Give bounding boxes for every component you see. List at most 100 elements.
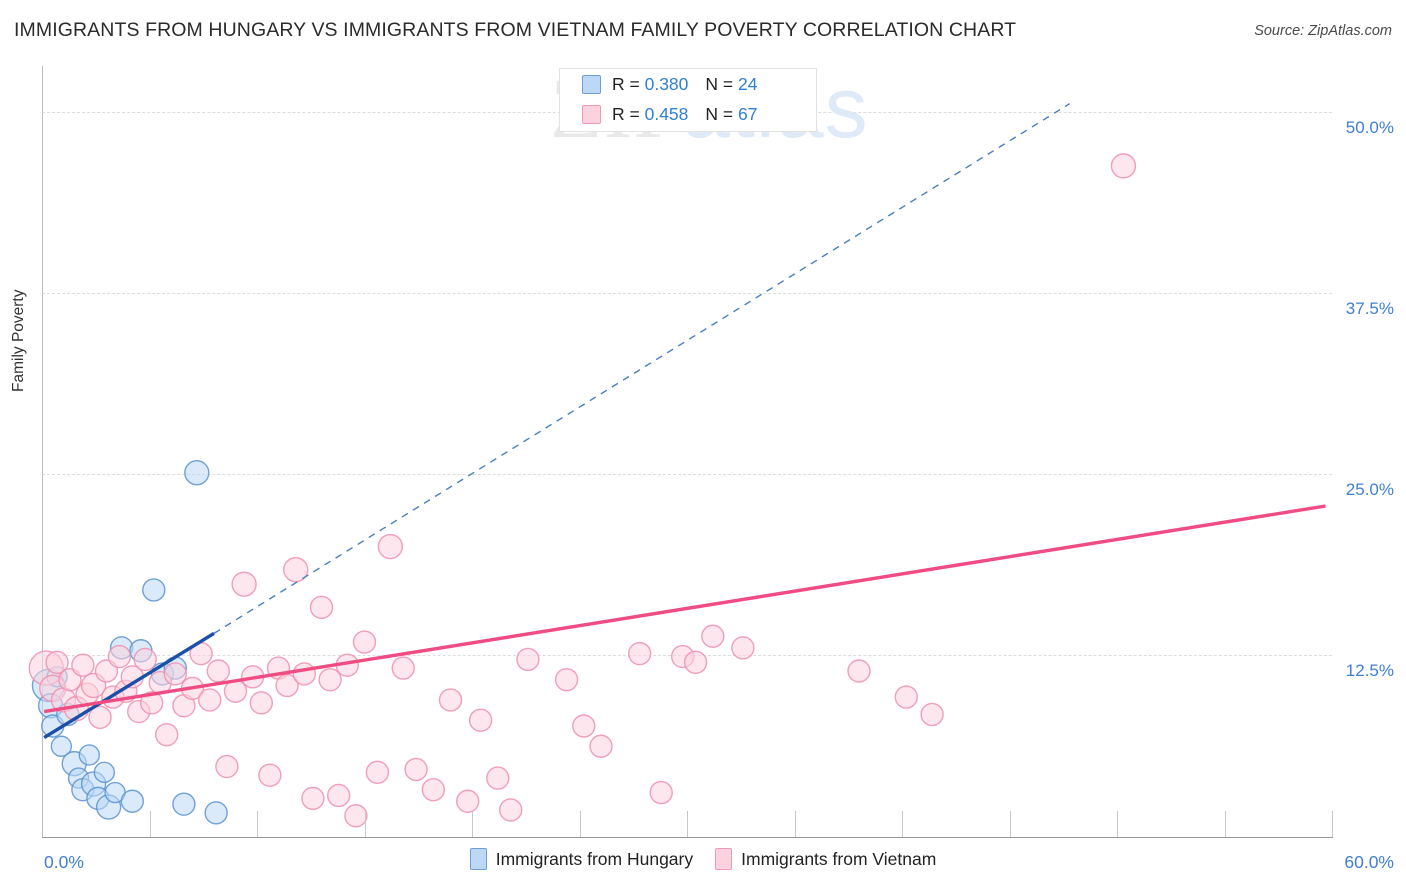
x-axis-min-label: 0.0% <box>44 852 84 872</box>
legend-r-value-vietnam: 0.458 <box>644 103 689 124</box>
data-point <box>172 792 196 816</box>
data-point <box>701 624 725 648</box>
data-point <box>327 783 351 808</box>
data-point <box>163 662 188 686</box>
data-point <box>133 647 157 672</box>
legend-r-label-vietnam: R = <box>612 103 645 124</box>
data-point <box>120 789 145 813</box>
data-point <box>318 667 342 692</box>
data-point <box>249 691 274 715</box>
data-point <box>139 691 164 715</box>
legend-n-hungary: N = 24 <box>705 74 757 95</box>
data-point <box>486 766 510 790</box>
x-axis-tick <box>1224 811 1226 837</box>
x-axis-tick <box>364 811 366 837</box>
data-point <box>1110 153 1137 179</box>
data-point <box>301 786 325 811</box>
legend-n-vietnam: N = 67 <box>705 104 757 125</box>
data-point <box>391 656 415 680</box>
data-point <box>275 673 299 698</box>
plot-area: ZIPatlas <box>28 60 1332 836</box>
data-point <box>894 685 918 709</box>
data-point <box>215 754 239 779</box>
data-point <box>468 708 493 732</box>
legend-r-label-hungary: R = <box>612 73 645 94</box>
data-point <box>184 460 210 486</box>
data-point <box>352 630 377 654</box>
y-tick-label: 25.0% <box>1345 480 1394 500</box>
x-axis-tick <box>472 811 473 837</box>
data-point <box>282 556 309 583</box>
x-axis-max-label: 60.0% <box>1344 852 1394 872</box>
series-swatch-vietnam <box>715 848 733 870</box>
trendline-hungary <box>43 631 215 740</box>
data-point <box>683 650 708 675</box>
legend-n-label-vietnam: N = <box>705 103 738 124</box>
legend-swatch-vietnam <box>582 104 601 124</box>
legend-n-value-hungary: 24 <box>737 73 758 94</box>
correlation-stats-legend: R = 0.380 N = 24 R = 0.458 N = 67 <box>559 68 817 132</box>
source-attribution: Source: ZipAtlas.com <box>1254 23 1392 39</box>
x-axis-line <box>42 837 1333 838</box>
data-point <box>142 578 166 602</box>
x-axis-tick <box>902 811 903 837</box>
data-point <box>93 761 116 784</box>
data-point <box>572 714 596 738</box>
data-point <box>206 659 231 683</box>
legend-r-vietnam: R = 0.458 <box>612 104 688 125</box>
data-point <box>258 763 282 787</box>
series-legend-item-vietnam[interactable]: Immigrants from Vietnam <box>715 848 936 870</box>
data-point <box>589 734 613 758</box>
x-axis-tick <box>579 811 581 837</box>
data-point <box>71 653 95 677</box>
page-title: IMMIGRANTS FROM HUNGARY VS IMMIGRANTS FR… <box>14 19 1017 41</box>
data-point <box>365 760 390 785</box>
legend-n-label-hungary: N = <box>705 73 738 94</box>
x-axis-tick <box>149 811 151 837</box>
data-point <box>499 798 523 822</box>
gridline-250 <box>42 474 1332 476</box>
data-point <box>197 688 222 712</box>
data-point <box>516 647 540 672</box>
data-point <box>78 744 100 766</box>
scatter-plot-canvas <box>28 103 1326 828</box>
data-point <box>377 533 403 560</box>
data-point <box>731 636 755 660</box>
legend-n-value-vietnam: 67 <box>737 103 758 124</box>
legend-row-vietnam: R = 0.458 N = 67 <box>560 99 816 129</box>
data-point <box>309 595 334 620</box>
series-legend: Immigrants from Hungary Immigrants from … <box>0 848 1406 870</box>
series-swatch-hungary <box>469 848 487 870</box>
trendline-vietnam <box>43 504 1326 714</box>
data-point <box>154 722 179 747</box>
data-point <box>50 735 73 757</box>
x-axis-tick <box>1332 811 1333 837</box>
trendline-extension-hungary <box>213 103 1071 634</box>
data-point <box>344 804 368 828</box>
y-tick-label: 37.5% <box>1345 299 1394 319</box>
x-axis-tick <box>1009 811 1011 837</box>
data-point <box>649 780 673 805</box>
x-axis-tick <box>687 811 688 837</box>
data-point <box>231 571 257 597</box>
data-point <box>292 662 316 686</box>
data-point <box>456 789 480 813</box>
series-vietnam <box>28 153 1137 828</box>
data-point <box>107 644 132 669</box>
y-tick-label: 50.0% <box>1345 118 1394 138</box>
x-axis-tick <box>794 811 796 837</box>
legend-swatch-hungary <box>582 74 601 94</box>
gridline-375 <box>42 293 1332 295</box>
data-point <box>628 641 652 666</box>
x-axis-tick <box>257 811 258 837</box>
data-point <box>847 659 871 683</box>
series-legend-item-hungary[interactable]: Immigrants from Hungary <box>469 848 694 870</box>
data-point <box>404 757 428 782</box>
data-point <box>920 702 944 727</box>
series-label-vietnam: Immigrants from Vietnam <box>741 848 937 869</box>
series-label-hungary: Immigrants from Hungary <box>495 848 694 869</box>
y-tick-label: 12.5% <box>1345 661 1394 681</box>
x-axis-tick <box>1117 811 1118 837</box>
legend-r-hungary: R = 0.380 <box>612 74 688 95</box>
